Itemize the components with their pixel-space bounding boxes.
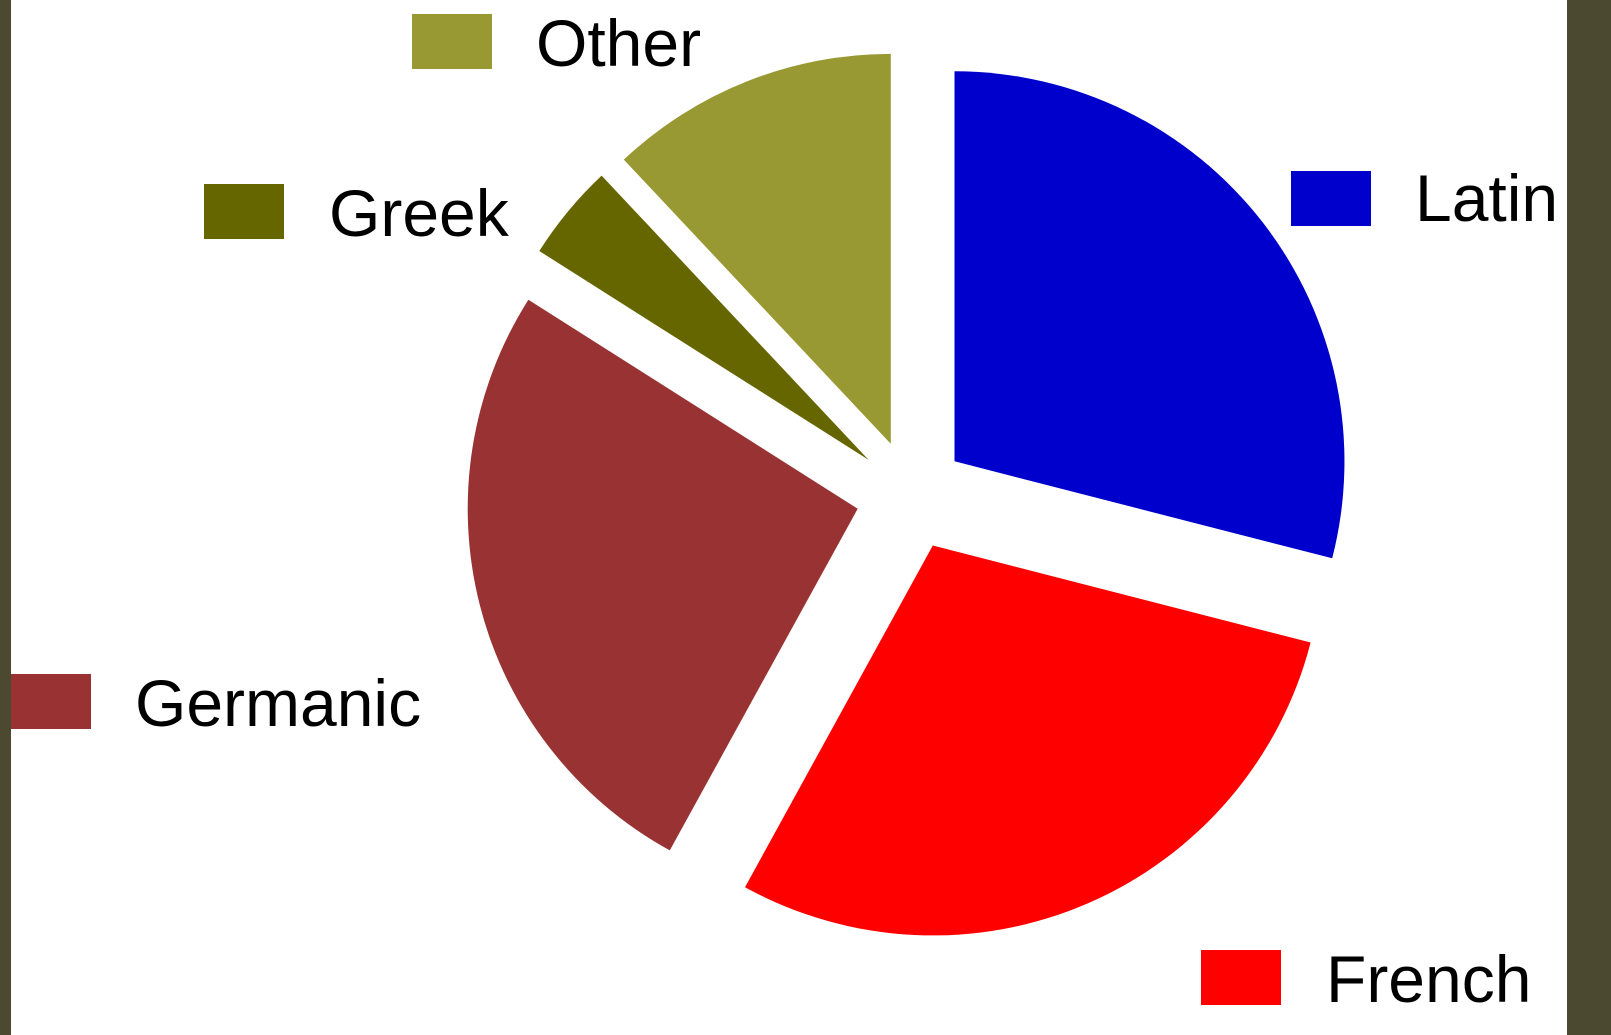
legend-label-french: French [1326, 942, 1531, 1016]
legend-swatch-french [1201, 950, 1281, 1005]
pie-slice-latin [954, 71, 1345, 559]
slices-layer [467, 53, 1345, 936]
pie-chart: Latin French Germanic Greek Other [11, 6, 1558, 1016]
chart-panel: Latin French Germanic Greek Other [11, 0, 1567, 1035]
legend-label-latin: Latin [1415, 161, 1558, 235]
pie-slice-french [745, 545, 1311, 936]
legend-swatch-other [412, 14, 492, 69]
legend-label-greek: Greek [329, 176, 510, 250]
pie-slice-other [623, 53, 891, 444]
pie-slice-greek [539, 175, 869, 460]
legend-swatch-greek [204, 184, 284, 239]
legend-label-germanic: Germanic [135, 666, 421, 740]
legend-label-other: Other [536, 6, 701, 80]
legend-swatch-latin [1291, 171, 1371, 226]
pie-slice-germanic [467, 299, 858, 851]
legend-layer: Latin French Germanic Greek Other [11, 6, 1558, 1016]
legend-swatch-germanic [11, 674, 91, 729]
